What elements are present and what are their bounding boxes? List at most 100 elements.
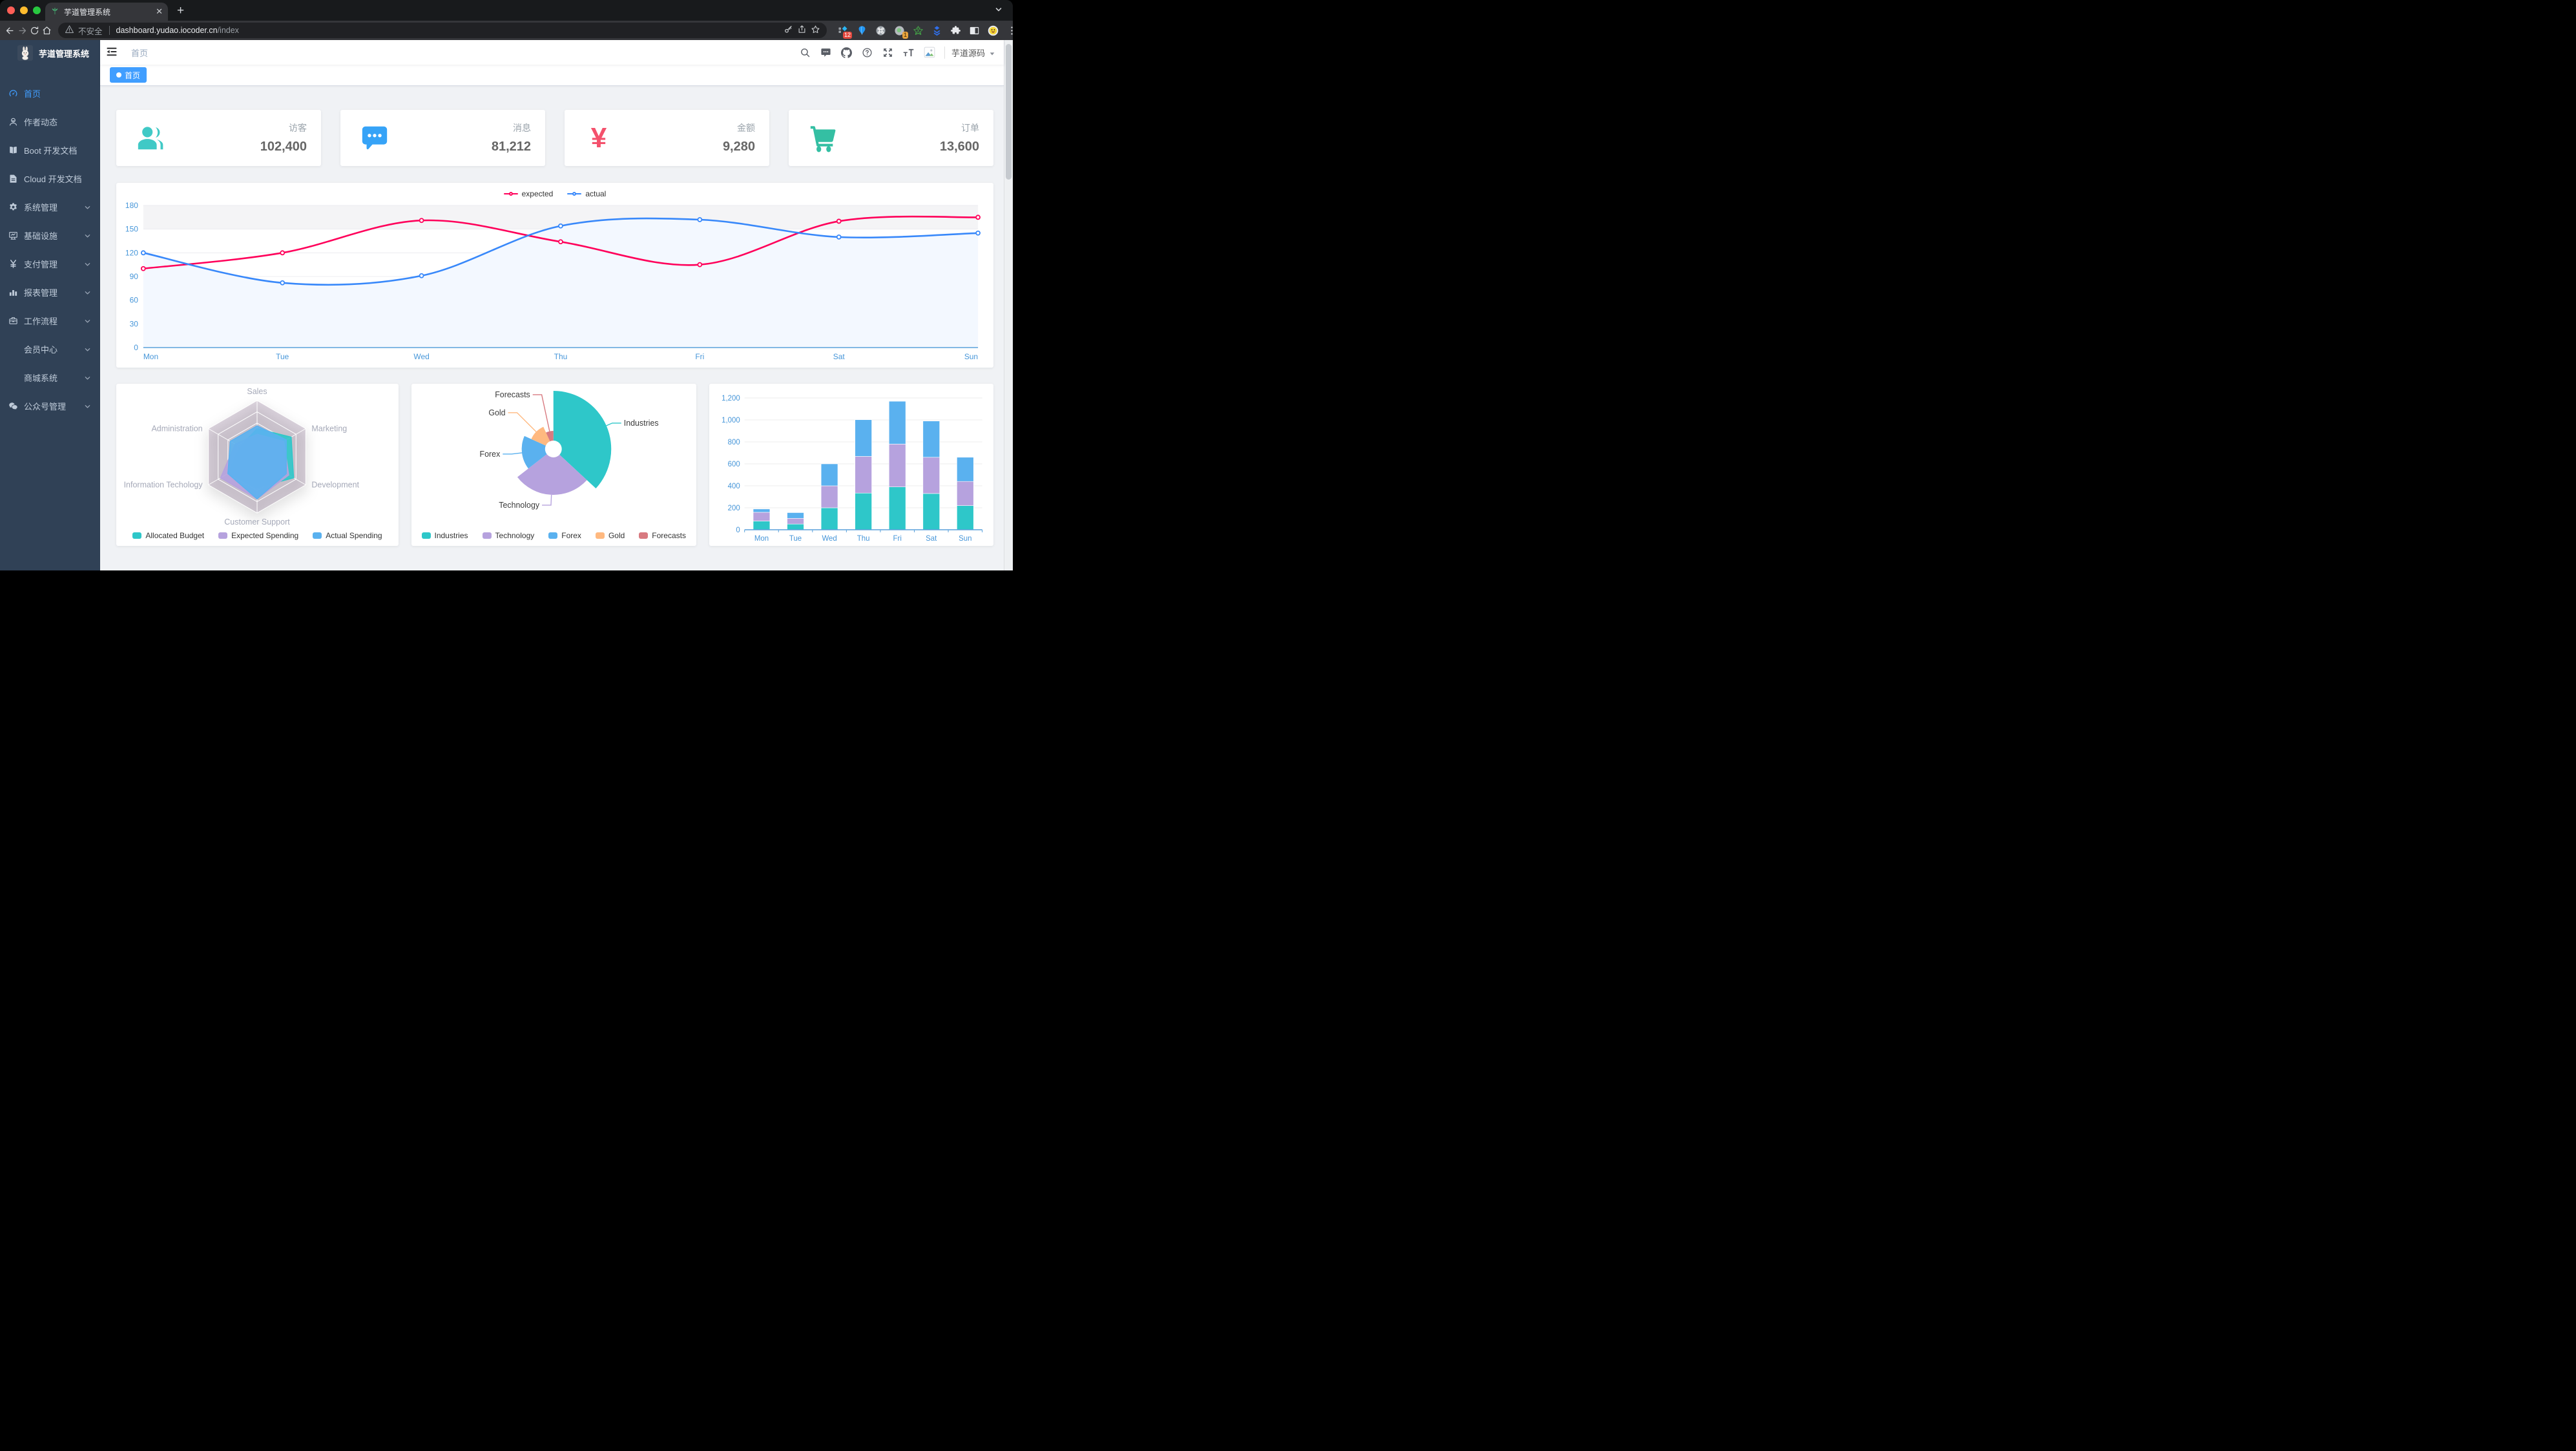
github-icon[interactable] xyxy=(841,47,853,58)
maximize-window-icon[interactable] xyxy=(33,6,41,14)
legend-item[interactable]: Gold xyxy=(595,531,625,540)
stat-card-messages[interactable]: 消息 81,212 xyxy=(340,110,545,166)
legend-item[interactable]: Forecasts xyxy=(639,531,686,540)
top-navbar: 首页 芋道源码 xyxy=(100,40,1004,65)
search-icon[interactable] xyxy=(800,47,811,58)
sidebar-item-0[interactable]: 首页 xyxy=(0,79,100,107)
legend-item[interactable]: actual xyxy=(567,189,606,198)
stat-card-orders[interactable]: 订单 13,600 xyxy=(789,110,993,166)
svg-text:90: 90 xyxy=(130,272,139,281)
wechat-icon xyxy=(8,401,18,411)
legend-item[interactable]: Technology xyxy=(482,531,534,540)
forward-button[interactable] xyxy=(17,23,27,38)
sidebar-item-label: 商城系统 xyxy=(24,373,58,383)
page-scrollbar[interactable] xyxy=(1004,40,1013,570)
green-star-extension-icon[interactable] xyxy=(912,25,924,36)
close-window-icon[interactable] xyxy=(7,6,15,14)
chevron-down-icon xyxy=(84,402,91,410)
sidebar-logo[interactable]: 芋道管理系统 xyxy=(0,40,100,66)
legend-item[interactable]: Expected Spending xyxy=(218,531,298,540)
reload-button[interactable] xyxy=(30,23,39,38)
chevron-down-icon xyxy=(84,374,91,381)
book-icon xyxy=(8,145,18,155)
sidebar-item-label: 基础设施 xyxy=(24,231,58,241)
sidebar-item-6[interactable]: 支付管理 xyxy=(0,249,100,278)
url-text[interactable]: dashboard.yudao.iocoder.cn/index xyxy=(116,26,239,35)
user-avatar[interactable] xyxy=(924,47,935,58)
sidebar-item-7[interactable]: 报表管理 xyxy=(0,278,100,306)
svg-text:Sun: Sun xyxy=(964,352,978,361)
stat-cards-row: 访客 102,400 消息 81,212 ¥ xyxy=(116,110,993,166)
sidebar-item-3[interactable]: Cloud 开发文档 xyxy=(0,164,100,193)
line-chart-canvas: 0 30 60 90 120 150 180 Mon Tue Wed Thu Fri Sat Sun xyxy=(125,201,981,361)
svg-text:Tue: Tue xyxy=(276,352,289,361)
tags-view-bar: 首页 xyxy=(100,65,1004,86)
balloon-extension-icon[interactable] xyxy=(856,25,867,36)
tag-home[interactable]: 首页 xyxy=(110,67,147,83)
svg-text:1,200: 1,200 xyxy=(722,395,740,402)
svg-text:120: 120 xyxy=(125,248,138,257)
stat-card-amount[interactable]: ¥ 金额 9,280 xyxy=(565,110,769,166)
browser-tab[interactable]: 芋道管理系统 ✕ xyxy=(45,3,168,21)
stat-label: 金额 xyxy=(737,123,755,133)
legend-item[interactable]: Allocated Budget xyxy=(132,531,204,540)
sidebar-item-8[interactable]: 工作流程 xyxy=(0,306,100,335)
not-secure-label[interactable]: 不安全 xyxy=(78,26,103,36)
bookmark-star-icon[interactable] xyxy=(811,25,820,36)
password-key-icon[interactable] xyxy=(784,25,793,36)
legend-item[interactable]: expected xyxy=(503,189,554,198)
message-icon[interactable] xyxy=(820,47,832,58)
legend-label: expected xyxy=(521,189,554,198)
stat-value: 9,280 xyxy=(722,140,755,154)
legend-marker-icon xyxy=(218,532,228,539)
bar-chart-card: 0 200 400 600 800 1,000 1,200 Mon Tue Wed Thu Fri Sa… xyxy=(709,384,993,546)
gear-icon xyxy=(8,202,18,212)
sidebar-item-9[interactable]: 会员中心 xyxy=(0,335,100,363)
legend-item[interactable]: Forex xyxy=(548,531,581,540)
radar-chart-card: Sales Administration Information Techology… xyxy=(116,384,399,546)
help-icon[interactable] xyxy=(862,47,873,58)
scrollbar-thumb[interactable] xyxy=(1006,44,1012,180)
legend-marker-icon xyxy=(503,192,518,196)
share-icon[interactable] xyxy=(797,25,807,36)
sidebar-collapse-icon[interactable] xyxy=(105,45,119,59)
back-button[interactable] xyxy=(5,23,15,38)
side-panel-icon[interactable] xyxy=(968,25,980,36)
svg-text:0: 0 xyxy=(736,527,740,534)
sidebar-item-5[interactable]: 基础设施 xyxy=(0,221,100,249)
browser-menu-icon[interactable] xyxy=(1006,25,1013,36)
sidebar-item-10[interactable]: 商城系统 xyxy=(0,363,100,391)
extensions-puzzle-icon[interactable] xyxy=(950,25,961,36)
fullscreen-icon[interactable] xyxy=(882,47,894,58)
chevrons-extension-icon[interactable] xyxy=(931,25,942,36)
tab-close-icon[interactable]: ✕ xyxy=(156,6,163,16)
breadcrumb[interactable]: 首页 xyxy=(131,48,149,58)
legend-item[interactable]: Industries xyxy=(421,531,468,540)
tab-search-chevron-icon[interactable] xyxy=(995,5,1002,17)
stat-card-visitors[interactable]: 访客 102,400 xyxy=(116,110,321,166)
font-size-icon[interactable] xyxy=(903,47,915,58)
tag-manager-extension-icon[interactable]: 12 xyxy=(837,25,852,39)
svg-text:Tue: Tue xyxy=(789,535,801,543)
people-icon xyxy=(136,123,165,153)
sidebar-item-4[interactable]: 系统管理 xyxy=(0,193,100,221)
user-caret-icon xyxy=(989,49,995,56)
browser-window: 芋道管理系统 ✕ + 不安全 dashboard.yudao.iocoder.c… xyxy=(0,0,1013,570)
user-menu[interactable]: 芋道源码 xyxy=(944,46,995,59)
new-tab-button[interactable]: + xyxy=(177,4,185,17)
radar-chart-legend: Allocated Budget Expected Spending Actual … xyxy=(116,531,399,540)
minimize-window-icon[interactable] xyxy=(20,6,28,14)
sidebar-item-11[interactable]: 公众号管理 xyxy=(0,391,100,420)
command-extension-icon[interactable] xyxy=(875,25,886,36)
profile-avatar-icon[interactable] xyxy=(987,25,999,36)
svg-text:200: 200 xyxy=(727,505,740,512)
home-button[interactable] xyxy=(42,23,52,38)
macos-traffic-lights[interactable] xyxy=(7,6,41,14)
profile-extension-icon[interactable]: 1 xyxy=(893,25,908,39)
tag-active-dot xyxy=(116,72,121,78)
stat-label: 订单 xyxy=(961,123,979,133)
sidebar-item-1[interactable]: 作者动态 xyxy=(0,107,100,136)
legend-item[interactable]: Actual Spending xyxy=(313,531,382,540)
address-bar[interactable]: 不安全 dashboard.yudao.iocoder.cn/index xyxy=(58,23,827,38)
sidebar-item-2[interactable]: Boot 开发文档 xyxy=(0,136,100,164)
